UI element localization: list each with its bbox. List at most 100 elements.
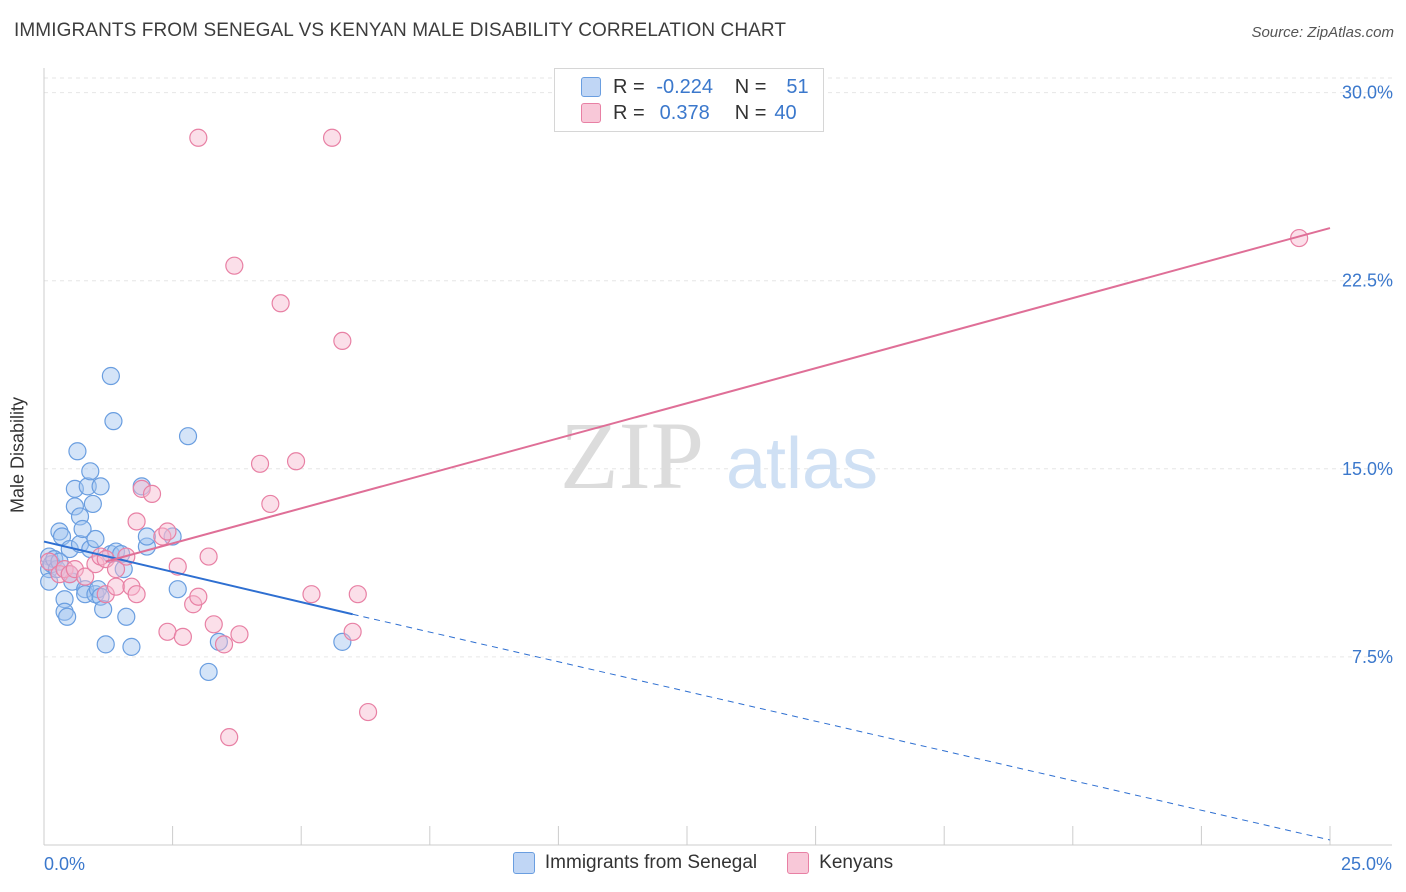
chart-title: IMMIGRANTS FROM SENEGAL VS KENYAN MALE D… <box>14 20 787 41</box>
y-tick-label-0: 7.5% <box>1352 647 1393 667</box>
point-1-16 <box>132 479 151 498</box>
point-0-33 <box>96 635 115 654</box>
point-0-36 <box>104 412 123 431</box>
point-1-30 <box>225 256 244 275</box>
point-0-27 <box>86 585 105 604</box>
point-0-40 <box>117 607 136 626</box>
point-0-17 <box>68 442 87 461</box>
point-1-9 <box>96 585 115 604</box>
point-1-14 <box>127 585 146 604</box>
point-1-5 <box>76 567 95 586</box>
point-1-22 <box>173 627 192 646</box>
point-1-29 <box>220 728 239 747</box>
point-0-49 <box>209 632 228 651</box>
trend-lines <box>43 227 1331 841</box>
point-1-2 <box>55 560 74 579</box>
series-senegal-points <box>40 366 352 682</box>
y-tick-labels: 7.5% 15.0% 22.5% 30.0% <box>1342 83 1393 667</box>
point-1-34 <box>271 294 290 313</box>
point-0-6 <box>50 522 69 541</box>
point-1-3 <box>60 565 79 584</box>
point-0-41 <box>122 637 141 656</box>
legend-row-senegal: R = -0.224 N = 51 <box>581 75 809 99</box>
point-1-39 <box>343 622 362 641</box>
point-1-18 <box>153 527 172 546</box>
legend-swatch-kenyans <box>787 852 810 874</box>
series-legend: Immigrants from Senegal Kenyans <box>0 852 1406 874</box>
trend-senegal-dashed <box>352 613 1331 841</box>
point-1-20 <box>158 522 177 541</box>
legend-item-kenyans[interactable]: Kenyans <box>787 852 893 874</box>
y-tick-label-3: 30.0% <box>1342 83 1393 103</box>
source-label: Source: ZipAtlas.com <box>1251 24 1394 41</box>
point-0-20 <box>73 519 92 539</box>
point-1-33 <box>261 494 280 514</box>
point-0-26 <box>83 494 102 514</box>
point-0-46 <box>168 580 187 599</box>
point-0-28 <box>86 529 105 549</box>
point-1-38 <box>333 331 352 351</box>
point-0-48 <box>199 662 218 682</box>
point-0-47 <box>178 427 198 446</box>
point-1-0 <box>40 552 59 571</box>
point-1-37 <box>322 128 342 147</box>
point-1-10 <box>106 577 126 596</box>
legend-label-senegal: Immigrants from Senegal <box>544 852 758 873</box>
legend-n-label: N = <box>734 101 767 124</box>
legend-n-value: 51 <box>786 75 809 98</box>
trend-senegal-solid <box>43 540 353 616</box>
legend-item-senegal[interactable]: Immigrants from Senegal <box>512 852 758 874</box>
legend-label-kenyans: Kenyans <box>819 852 894 873</box>
point-1-36 <box>302 585 321 604</box>
point-0-9 <box>55 590 74 609</box>
y-tick-label-1: 15.0% <box>1342 459 1393 479</box>
gridlines <box>44 77 1392 658</box>
watermark-atlas: atlas <box>726 424 878 504</box>
point-0-21 <box>76 580 95 599</box>
x-tick-label-min: 0.0% <box>44 854 85 874</box>
point-0-31 <box>91 477 110 496</box>
series-kenyans-points <box>40 128 1309 747</box>
stats-legend: R = -0.224 N = 51 R = 0.378 N = 40 <box>554 68 824 132</box>
point-0-24 <box>81 462 100 481</box>
point-1-4 <box>65 560 84 579</box>
legend-row-kenyans: R = 0.378 N = 40 <box>581 101 797 125</box>
point-0-23 <box>78 477 97 496</box>
point-1-40 <box>348 585 367 604</box>
point-1-28 <box>214 635 234 654</box>
point-1-32 <box>250 454 270 473</box>
point-1-31 <box>230 625 249 644</box>
point-1-19 <box>158 622 177 641</box>
point-0-11 <box>58 607 77 626</box>
point-1-21 <box>168 557 187 576</box>
watermark-zip: ZIP <box>560 402 704 509</box>
trend-kenyans <box>105 227 1331 563</box>
axes <box>43 68 1392 846</box>
point-0-45 <box>163 527 182 546</box>
point-1-11 <box>106 560 126 579</box>
point-1-27 <box>204 615 223 634</box>
legend-swatch-kenyans <box>581 103 601 123</box>
legend-r-value: 0.378 <box>659 101 710 124</box>
y-tick-label-2: 22.5% <box>1342 271 1393 291</box>
point-1-41 <box>358 702 378 722</box>
point-0-32 <box>94 600 113 619</box>
point-1-17 <box>142 484 162 503</box>
point-0-1 <box>40 560 59 579</box>
legend-n-value: 40 <box>774 101 797 124</box>
point-0-10 <box>55 602 74 621</box>
x-tick-label-max: 25.0% <box>1341 854 1392 874</box>
point-0-16 <box>65 497 84 516</box>
point-0-34 <box>101 366 120 386</box>
legend-swatch-senegal <box>581 77 601 97</box>
point-1-26 <box>199 547 218 566</box>
point-1-35 <box>286 452 306 471</box>
point-1-24 <box>189 587 208 606</box>
point-1-25 <box>189 128 208 147</box>
point-0-44 <box>137 527 156 546</box>
legend-n-label: N = <box>734 75 767 98</box>
legend-r-label: R = <box>613 101 645 124</box>
point-1-15 <box>127 512 146 531</box>
legend-r-label: R = <box>613 75 645 98</box>
